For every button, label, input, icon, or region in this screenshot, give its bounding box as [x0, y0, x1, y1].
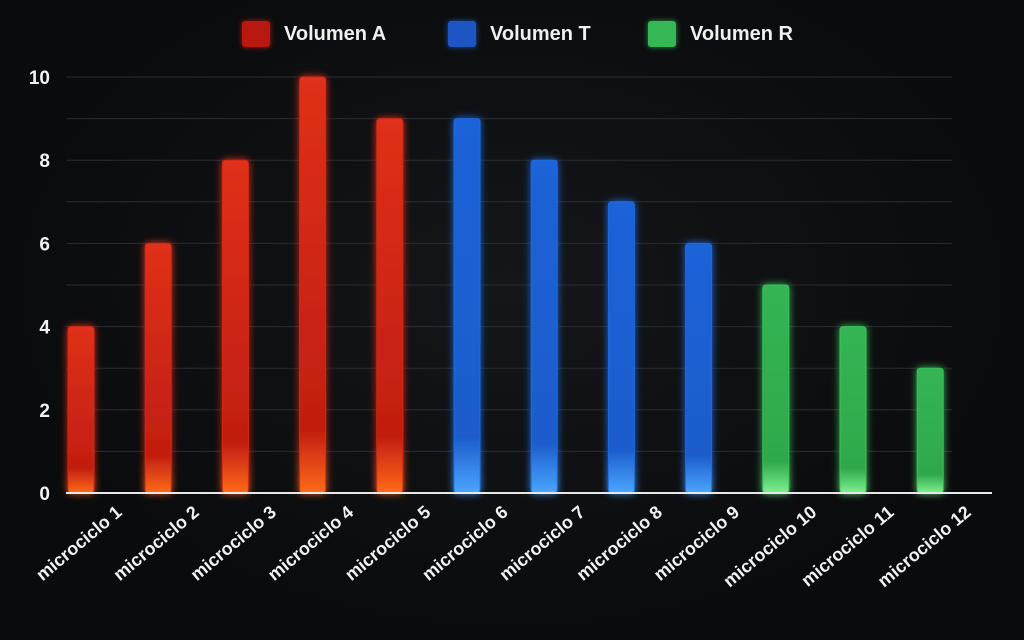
- legend-swatch-volumen-r: [648, 21, 676, 47]
- y-tick-label: 8: [39, 151, 50, 172]
- legend-item-volumen-r[interactable]: Volumen R: [648, 18, 793, 50]
- bar-volumen-r-10[interactable]: [762, 284, 790, 494]
- legend-label-volumen-r: Volumen R: [690, 22, 793, 45]
- bar-volumen-r-11[interactable]: [839, 326, 867, 494]
- bar-volumen-a-5[interactable]: [376, 118, 404, 494]
- bar-volumen-a-2[interactable]: [144, 242, 172, 494]
- y-tick-label: 0: [39, 484, 50, 505]
- bar-volumen-a-1[interactable]: [67, 326, 95, 494]
- legend: Volumen A Volumen T Volumen R: [0, 18, 1024, 50]
- bar-volumen-r-12[interactable]: [916, 367, 944, 494]
- legend-label-volumen-t: Volumen T: [490, 22, 591, 45]
- legend-item-volumen-t[interactable]: Volumen T: [448, 18, 591, 50]
- bar-volumen-a-3[interactable]: [221, 159, 249, 494]
- y-tick-label: 2: [39, 401, 50, 422]
- grid-lines: [66, 76, 952, 452]
- legend-swatch-volumen-a: [242, 21, 270, 47]
- y-tick-label: 10: [29, 68, 50, 89]
- legend-swatch-volumen-t: [448, 21, 476, 47]
- legend-label-volumen-a: Volumen A: [284, 22, 387, 45]
- y-tick-label: 6: [39, 234, 50, 255]
- bar-volumen-t-9[interactable]: [685, 242, 713, 494]
- legend-item-volumen-a[interactable]: Volumen A: [242, 18, 386, 50]
- bar-volumen-t-7[interactable]: [530, 159, 558, 494]
- bar-volumen-t-6[interactable]: [453, 118, 481, 494]
- bar-volumen-a-4[interactable]: [299, 76, 327, 494]
- y-axis-ticks: 0 2 4 6 8 10: [29, 68, 51, 505]
- bar-volumen-t-8[interactable]: [607, 201, 635, 494]
- y-tick-label: 4: [39, 318, 50, 339]
